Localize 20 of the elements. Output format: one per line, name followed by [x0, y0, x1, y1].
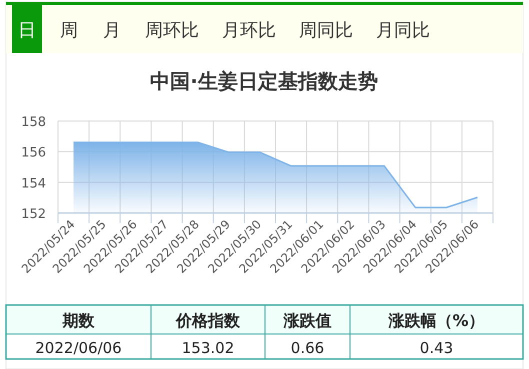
y-tick-label: 156	[21, 146, 46, 161]
text: 月	[103, 20, 121, 41]
y-tick-label: 152	[21, 207, 46, 222]
chart-title: 中国·生姜日定基指数走势	[150, 69, 378, 93]
text: 周	[60, 20, 78, 41]
text: 2022/06/06	[35, 339, 122, 357]
text: 周同比	[299, 20, 353, 41]
text: 周环比	[145, 20, 199, 41]
text: 153.02	[182, 339, 234, 357]
text: 涨跌幅（%）	[387, 311, 485, 330]
text: 价格指数	[175, 311, 241, 330]
y-tick-label: 158	[21, 115, 46, 130]
text: 0.66	[290, 339, 324, 357]
text: 期数	[62, 311, 96, 330]
text: 月环比	[222, 20, 276, 41]
y-tick-label: 154	[21, 176, 46, 192]
text: 0.43	[420, 339, 454, 357]
text: 日	[18, 20, 36, 41]
text: 月同比	[376, 20, 430, 41]
text: 涨跌值	[282, 311, 332, 330]
